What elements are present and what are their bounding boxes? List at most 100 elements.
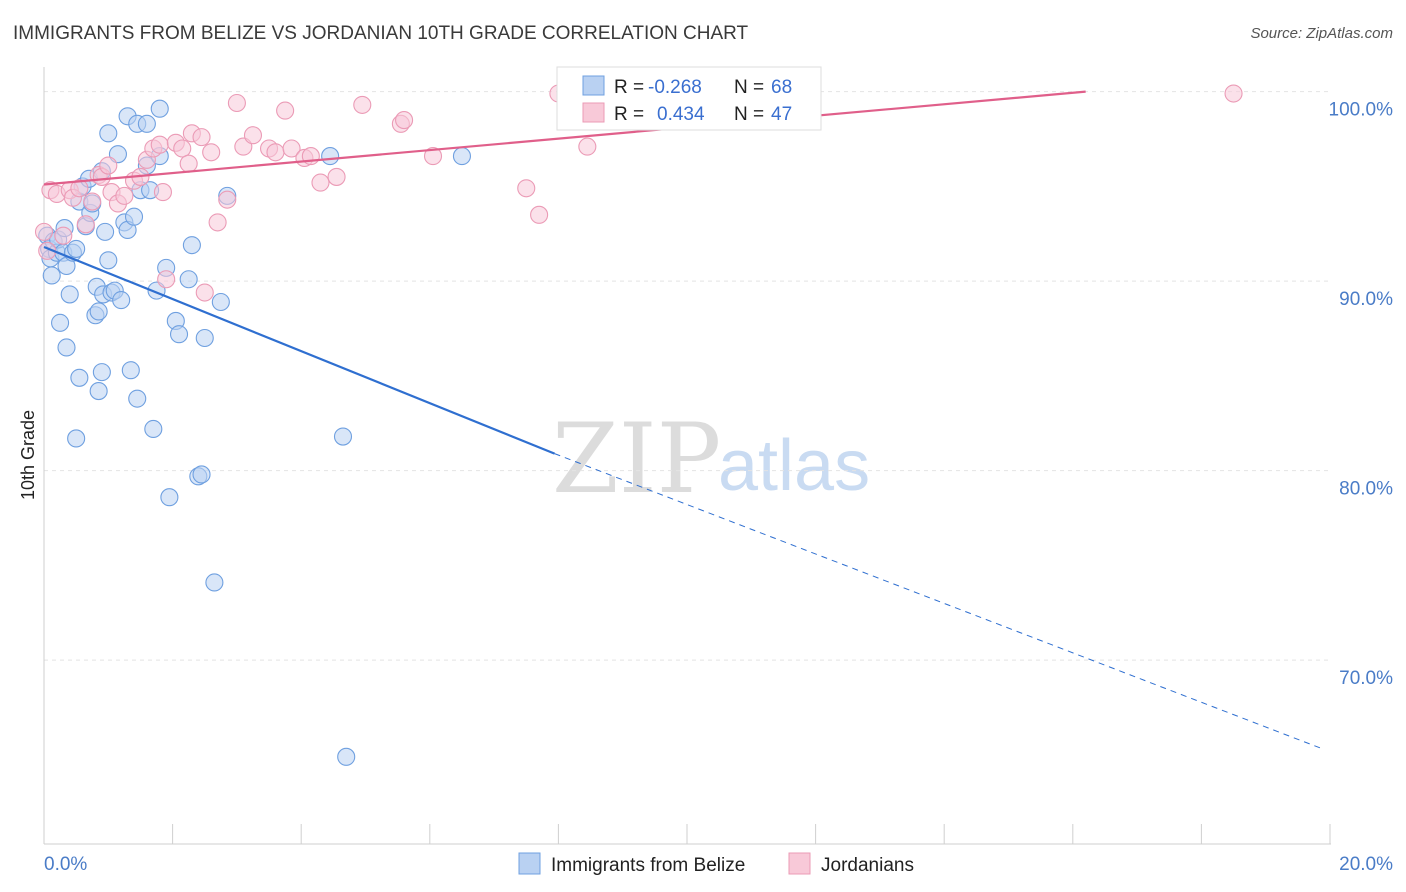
point-s1-15 [115,186,134,205]
stats-r-value-belize: -0.268 [648,77,702,98]
bottom-legend: Immigrants from Belize Jordanians [518,852,914,876]
trend-line-jordanians [43,90,1086,186]
point-s0-11 [60,285,79,304]
point-s1-7 [70,179,89,198]
point-s0-61 [137,114,156,133]
stats-n-value-belize: 68 [771,77,792,98]
point-s1-20 [150,135,169,154]
stats-legend: R = -0.268 N = 68 R = 0.434 N = 47 [556,66,822,131]
point-s0-43 [160,488,179,507]
point-s0-33 [121,361,140,380]
stats-r-label-belize: R = [614,77,644,98]
point-s0-7 [51,313,70,332]
chart-title: IMMIGRANTS FROM BELIZE VS JORDANIAN 10TH… [13,23,749,44]
point-s0-66 [89,382,108,401]
point-s1-45 [395,111,414,130]
y-axis-tick-labels: 70.0% 80.0% 90.0% 100.0% [1329,100,1394,690]
point-s0-3 [42,266,61,285]
point-s0-49 [192,465,211,484]
point-s0-50 [195,328,214,348]
point-s0-54 [333,427,353,446]
stats-n-value-jordanians: 47 [771,104,792,125]
point-s1-29 [202,143,221,162]
point-s0-46 [179,270,198,289]
x-tick-label-max: 20.0% [1339,854,1393,875]
point-s1-31 [218,190,237,209]
point-s0-62 [150,99,169,118]
point-s1-8 [76,215,95,234]
point-s0-30 [112,291,131,310]
point-s1-32 [227,93,246,113]
point-s1-36 [266,143,285,162]
x-tick-label-min: 0.0% [44,854,87,875]
y-tick-label-2: 90.0% [1339,289,1393,310]
point-s0-45 [169,325,189,344]
trend-line-belize [43,246,555,455]
point-s0-57 [452,147,472,166]
point-s0-22 [89,302,108,321]
legend-label-belize: Immigrants from Belize [551,855,745,876]
point-s1-34 [243,126,263,145]
point-s0-64 [67,429,86,448]
point-s0-58 [99,124,118,143]
point-s1-38 [282,139,301,158]
point-s1-24 [173,139,192,158]
point-s1-42 [327,167,346,186]
point-s1-37 [276,101,295,120]
point-s0-51 [205,573,224,592]
point-s1-51 [1224,84,1243,103]
point-s0-35 [128,389,147,408]
legend-swatch-jordanians [788,852,811,875]
point-s1-12 [99,156,118,175]
point-s1-30 [208,213,227,232]
point-s1-43 [353,95,372,114]
watermark: ZIP atlas [552,403,870,515]
point-s1-48 [530,205,549,224]
point-s0-34 [124,207,144,226]
point-s0-25 [96,222,115,241]
legend-swatch-belize [518,852,541,875]
y-axis-label: 10th Grade [18,410,38,500]
point-s0-52 [211,292,230,312]
y-tick-label-1: 80.0% [1339,479,1393,500]
series-jordanians-points [34,84,1243,302]
point-s0-63 [57,338,76,357]
stats-r-label-jordanians: R = [614,104,644,125]
point-s0-13 [67,239,86,258]
stats-n-label-jordanians: N = [734,104,764,125]
stats-n-label-belize: N = [734,77,764,98]
legend-label-jordanians: Jordanians [821,855,914,876]
stats-r-value-jordanians: 0.434 [657,104,705,125]
y-tick-label-0: 70.0% [1339,668,1393,689]
point-s1-27 [192,128,211,147]
point-s1-4 [54,226,73,245]
point-s0-67 [92,363,111,382]
trend-lines [43,90,1324,750]
y-tick-label-3: 100.0% [1329,100,1394,121]
point-s0-55 [337,747,356,766]
trend-line-belize-extension [554,453,1324,750]
point-s1-46 [423,147,443,166]
point-s1-50 [578,137,597,156]
point-s1-25 [179,154,198,173]
point-s1-47 [517,179,536,198]
grid-lines [44,91,1330,661]
point-s1-9 [83,192,102,211]
watermark-atlas: atlas [718,426,870,506]
point-s0-39 [144,419,163,439]
point-s1-21 [153,183,173,202]
stats-legend-swatch-belize [582,75,605,96]
stats-legend-swatch-jordanians [582,102,605,123]
point-s0-47 [182,236,201,255]
point-s1-0 [34,222,54,241]
chart-source: Source: ZipAtlas.com [1250,25,1393,42]
point-s0-56 [321,147,340,166]
point-s0-26 [99,251,118,270]
point-s1-41 [311,173,330,192]
x-axis-ticks [43,824,1331,844]
point-s1-28 [195,283,214,302]
watermark-zip: ZIP [552,403,721,515]
point-s1-22 [157,270,176,289]
point-s0-65 [70,368,89,387]
